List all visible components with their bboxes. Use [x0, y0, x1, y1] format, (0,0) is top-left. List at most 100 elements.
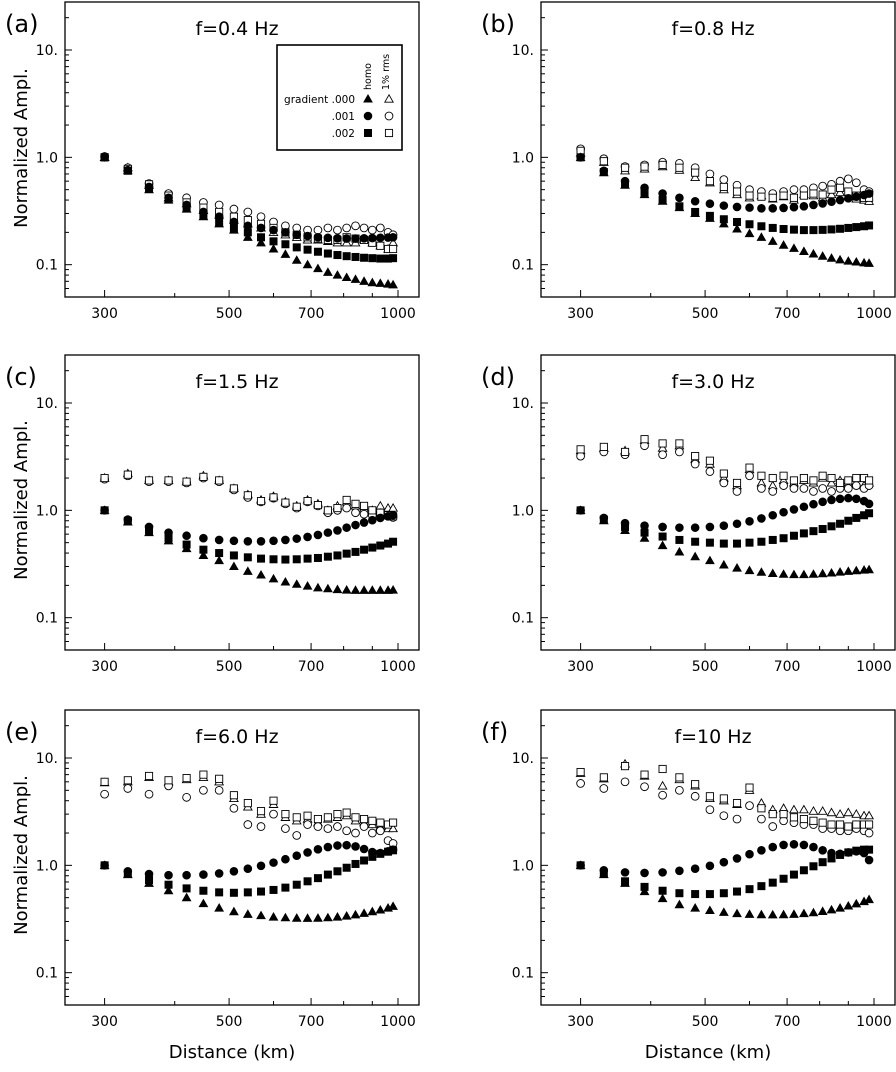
data-point — [376, 233, 385, 243]
data-point — [123, 869, 132, 878]
data-point — [229, 223, 238, 232]
data-point — [182, 884, 191, 893]
data-point — [691, 780, 700, 789]
data-point — [576, 506, 585, 515]
data-point — [256, 861, 266, 871]
data-point — [100, 473, 109, 483]
data-point — [732, 908, 742, 918]
data-point — [182, 870, 191, 880]
data-point — [256, 910, 266, 920]
data-point — [744, 228, 755, 238]
data-point — [719, 175, 729, 184]
data-point — [827, 820, 836, 829]
data-point — [745, 801, 754, 810]
data-point — [243, 888, 252, 897]
data-point — [333, 551, 342, 560]
data-point — [674, 899, 685, 909]
data-point — [757, 484, 766, 493]
data-point — [351, 221, 360, 231]
data-point — [256, 807, 266, 816]
data-point — [214, 903, 225, 912]
data-point — [768, 810, 777, 819]
data-point — [389, 244, 398, 254]
series-open-circle — [576, 441, 874, 496]
data-point — [836, 850, 845, 859]
data-point — [827, 225, 836, 234]
data-point — [621, 877, 630, 886]
data-point — [303, 877, 312, 886]
data-point — [198, 550, 209, 560]
panel-label: (c) — [5, 363, 37, 391]
data-point — [145, 526, 154, 535]
data-point — [376, 241, 385, 250]
data-point — [827, 487, 836, 496]
data-point — [341, 911, 352, 920]
data-point — [359, 908, 369, 917]
data-point — [658, 532, 667, 541]
data-point — [280, 576, 291, 586]
data-point — [303, 497, 312, 506]
data-point — [827, 473, 836, 483]
data-point — [342, 863, 351, 872]
data-point — [214, 555, 225, 565]
data-point — [182, 203, 191, 212]
data-point — [705, 792, 714, 801]
data-point — [779, 481, 788, 490]
data-point — [145, 876, 154, 885]
data-point — [718, 218, 729, 228]
data-point — [818, 846, 827, 855]
data-point — [620, 777, 630, 787]
data-point — [675, 202, 684, 211]
data-point — [768, 510, 778, 520]
y-tick-label: 1.0 — [36, 150, 58, 166]
data-point — [333, 822, 342, 831]
data-point — [658, 450, 667, 460]
data-point — [675, 773, 684, 782]
data-point — [852, 513, 861, 522]
data-point — [229, 803, 239, 813]
data-point — [599, 869, 608, 878]
data-point — [243, 491, 252, 500]
data-point — [745, 538, 754, 547]
data-point — [215, 549, 224, 558]
data-point — [705, 538, 714, 547]
data-point — [768, 535, 777, 544]
data-point — [313, 814, 322, 824]
data-point — [691, 890, 700, 899]
data-point — [199, 472, 208, 481]
data-point — [302, 913, 313, 922]
y-tick-label: 1.0 — [512, 503, 534, 519]
data-point — [199, 533, 208, 543]
x-tick-label: 500 — [692, 1014, 719, 1030]
data-point — [789, 243, 799, 252]
data-point — [341, 272, 352, 282]
data-point — [333, 526, 342, 535]
data-point — [313, 845, 323, 854]
data-point — [313, 582, 323, 592]
y-tick-label: 10. — [36, 751, 58, 767]
data-point — [342, 223, 351, 233]
data-point — [281, 854, 290, 864]
data-point — [733, 539, 742, 548]
data-point — [333, 234, 342, 243]
data-point — [292, 555, 301, 564]
data-point — [359, 509, 369, 519]
data-point — [576, 779, 585, 788]
data-point — [836, 478, 845, 487]
data-point — [757, 846, 766, 855]
data-point — [375, 826, 385, 836]
data-point — [818, 484, 827, 493]
panel-title: f=3.0 Hz — [671, 371, 754, 393]
data-point — [620, 447, 630, 456]
data-point — [718, 559, 729, 569]
data-point — [640, 162, 649, 171]
data-point — [351, 234, 360, 243]
data-point — [864, 855, 874, 865]
data-point — [376, 513, 385, 523]
data-point — [844, 223, 853, 232]
data-point — [360, 856, 369, 865]
data-point — [745, 783, 754, 792]
data-point — [243, 820, 253, 829]
y-tick-label: 0.1 — [36, 258, 58, 274]
data-point — [732, 854, 742, 863]
